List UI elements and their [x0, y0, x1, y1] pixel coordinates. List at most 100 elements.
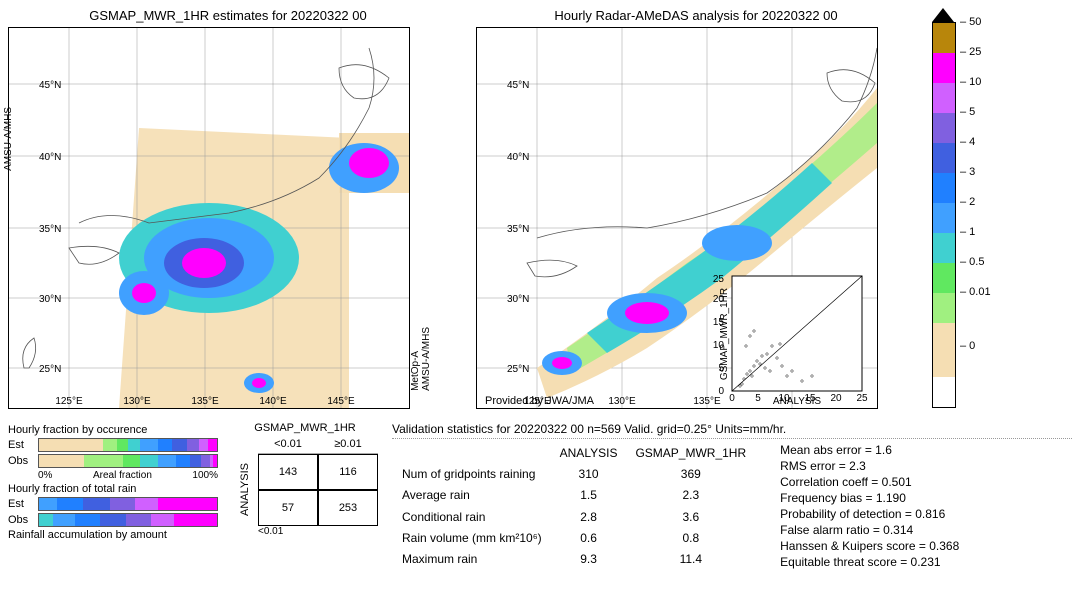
metric-line: Equitable threat score = 0.231 — [780, 555, 959, 569]
svg-text:40°N: 40°N — [507, 152, 529, 163]
metric-line: Hanssen & Kuipers score = 0.368 — [780, 539, 959, 553]
colorbar-tick: – 10 — [960, 76, 981, 88]
rainfall-accum-label: Rainfall accumulation by amount — [8, 529, 218, 541]
bar-segment — [39, 498, 57, 510]
stat-label: Maximum rain — [394, 550, 550, 569]
bar-segment — [83, 498, 110, 510]
colorbar-tick: – 25 — [960, 46, 981, 58]
provider-label: Provided by JWA/JMA — [485, 395, 595, 407]
gsmap-title: GSMAP_MWR_1HR estimates for 20220322 00 — [8, 8, 448, 23]
bar-segment — [75, 514, 100, 526]
bar-segment — [57, 498, 84, 510]
bar-est-occurence — [38, 438, 218, 452]
svg-text:45°N: 45°N — [39, 80, 61, 91]
stats-title: Validation statistics for 20220322 00 n=… — [392, 422, 1072, 439]
svg-text:10: 10 — [778, 393, 790, 404]
stat-val: 9.3 — [552, 550, 626, 569]
bar-segment — [123, 455, 141, 467]
colorbar-tick: – 3 — [960, 166, 975, 178]
bar-segment — [201, 455, 210, 467]
svg-text:5: 5 — [718, 363, 724, 374]
bar-segment — [84, 455, 123, 467]
colorbar-tick: – 2 — [960, 196, 975, 208]
colorbar-segment — [933, 143, 955, 173]
bar-segment — [213, 455, 217, 467]
ct-cell: 57 — [258, 490, 318, 526]
sat-label-top-left: NOAA-19 AMSU-A/MHS — [0, 107, 14, 171]
stat-val: 2.8 — [552, 507, 626, 526]
colorbar-segment — [933, 293, 955, 323]
svg-text:30°N: 30°N — [39, 294, 61, 305]
stat-val: 3.6 — [627, 507, 754, 526]
colorbar-arrow-icon — [932, 8, 954, 22]
svg-text:25°N: 25°N — [507, 364, 529, 375]
colorbar: – 50– 25– 10– 5– 4– 3– 2– 1– 0.5– 0.01– … — [932, 8, 956, 412]
gsmap-map-panel: GSMAP_MWR_1HR estimates for 20220322 00 … — [8, 8, 448, 412]
ct-cell: 116 — [318, 454, 378, 490]
stats-table: ANALYSISGSMAP_MWR_1HR Num of gridpoints … — [392, 441, 756, 571]
stat-val: 1.5 — [552, 485, 626, 504]
bar-segment — [103, 439, 117, 451]
bar-segment — [117, 439, 128, 451]
colorbar-segment — [933, 23, 955, 53]
bar-segment — [174, 514, 217, 526]
bar-segment — [140, 455, 158, 467]
colorbar-tick: – 1 — [960, 226, 975, 238]
bar-obs-total — [38, 513, 218, 527]
bar-segment — [158, 439, 172, 451]
radar-title: Hourly Radar-AMeDAS analysis for 2022032… — [476, 8, 916, 23]
colorbar-segment — [933, 263, 955, 293]
colorbar-tick: – 4 — [960, 136, 975, 148]
svg-text:10: 10 — [713, 340, 725, 351]
svg-text:25°N: 25°N — [39, 364, 61, 375]
bar-obs-occurence — [38, 454, 218, 468]
metric-line: Frequency bias = 1.190 — [780, 491, 959, 505]
bar-est-total — [38, 497, 218, 511]
svg-text:25: 25 — [856, 393, 868, 404]
colorbar-segment — [933, 83, 955, 113]
svg-text:5: 5 — [755, 393, 761, 404]
svg-text:15: 15 — [713, 317, 725, 328]
svg-text:45°N: 45°N — [507, 80, 529, 91]
metric-line: Mean abs error = 1.6 — [780, 443, 959, 457]
gsmap-map: 125°E 130°E 135°E 140°E 145°E 45°N 40°N … — [8, 27, 410, 409]
svg-text:135°E: 135°E — [693, 396, 721, 407]
stat-label: Rain volume (mm km²10⁶) — [394, 528, 550, 547]
fraction-bars: Hourly fraction by occurence Est Obs 0%A… — [8, 422, 218, 543]
stat-val: 0.6 — [552, 528, 626, 547]
bar-segment — [39, 439, 103, 451]
metric-line: RMS error = 2.3 — [780, 459, 959, 473]
stat-val: 0.8 — [627, 528, 754, 547]
colorbar-tick: – 0 — [960, 340, 975, 352]
colorbar-segment — [933, 203, 955, 233]
bar-segment — [187, 439, 199, 451]
colorbar-segment — [933, 113, 955, 143]
bar-segment — [110, 498, 135, 510]
svg-text:40°N: 40°N — [39, 152, 61, 163]
radar-map-panel: Hourly Radar-AMeDAS analysis for 2022032… — [476, 8, 916, 412]
colorbar-segment — [933, 53, 955, 83]
metric-line: Correlation coeff = 0.501 — [780, 475, 959, 489]
colorbar-tick: – 0.5 — [960, 256, 984, 268]
contingency-y-axis: ANALYSIS — [232, 454, 258, 526]
svg-text:145°E: 145°E — [327, 396, 355, 407]
svg-text:20: 20 — [830, 393, 842, 404]
stat-val: 369 — [627, 464, 754, 483]
colorbar-segment — [933, 323, 955, 377]
bar-segment — [100, 514, 127, 526]
occurence-title: Hourly fraction by occurence — [8, 424, 218, 436]
stat-val: 310 — [552, 464, 626, 483]
colorbar-tick: – 0.01 — [960, 286, 991, 298]
stat-label: Average rain — [394, 485, 550, 504]
bar-segment — [39, 455, 84, 467]
bar-segment — [39, 514, 53, 526]
ct-cell: 143 — [258, 454, 318, 490]
bar-segment — [126, 514, 151, 526]
colorbar-segment — [933, 173, 955, 203]
bar-segment — [158, 455, 176, 467]
bar-segment — [208, 439, 217, 451]
contingency-title: GSMAP_MWR_1HR — [232, 422, 378, 434]
svg-text:140°E: 140°E — [259, 396, 287, 407]
colorbar-segment — [933, 233, 955, 263]
bar-segment — [53, 514, 74, 526]
